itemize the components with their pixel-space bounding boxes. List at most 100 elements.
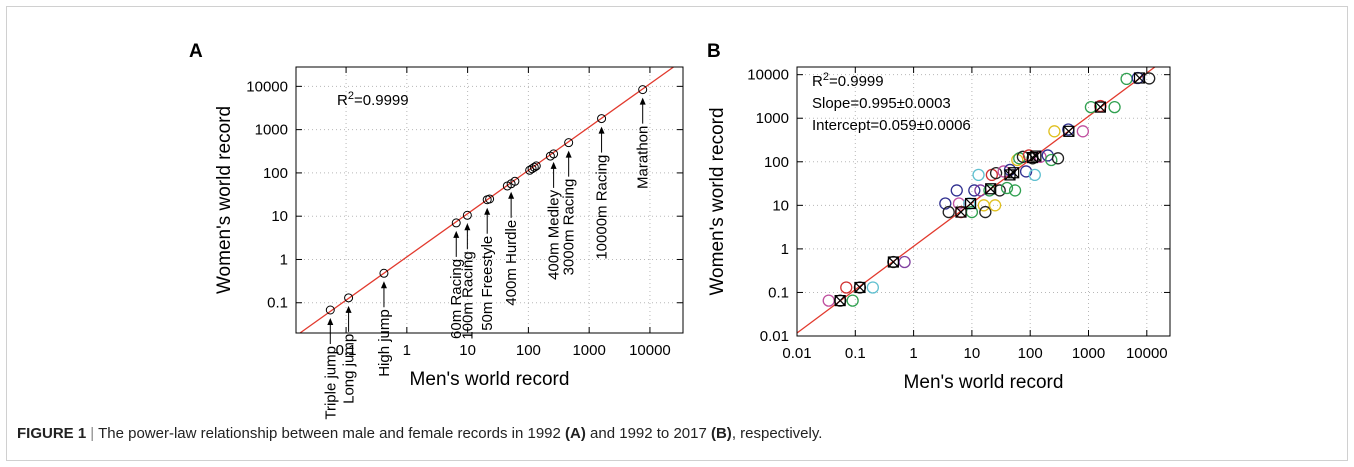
event-arrowhead bbox=[327, 317, 334, 325]
event-label: 10000m Racing bbox=[594, 155, 611, 260]
data-point bbox=[1045, 153, 1058, 167]
panel-a: A Triple jump Long jump High jump 60m Racin… bbox=[189, 41, 684, 420]
crossed-point-box bbox=[1063, 125, 1075, 137]
data-point bbox=[846, 294, 859, 307]
data-point bbox=[379, 268, 389, 278]
caption-text-middle: and 1992 to 2017 bbox=[590, 425, 707, 442]
annotation-line: R2=0.9999 bbox=[812, 71, 884, 90]
panel-a-r-squared: R2=0.9999 bbox=[337, 90, 409, 109]
event-annotation: 400m Hurdle bbox=[503, 191, 520, 306]
event-label: Long jump bbox=[341, 334, 358, 404]
event-label: 100m Racing bbox=[459, 251, 476, 339]
event-label: 50m Freestyle bbox=[479, 236, 496, 331]
panel-a-plot-frame bbox=[295, 66, 684, 334]
data-point bbox=[989, 166, 1003, 180]
panel-a-ticks: 0.1 1 10 100 1000 10000 0.1 1 10 100 1000 10000 bbox=[246, 67, 683, 359]
y-tick-label: 10 bbox=[772, 197, 789, 214]
data-point bbox=[972, 168, 985, 182]
annotation-line: Intercept=0.059±0.0006 bbox=[812, 117, 971, 134]
crossed-point-diag bbox=[887, 256, 899, 268]
panel-b-crossed-points bbox=[834, 72, 1146, 307]
data-point bbox=[1016, 150, 1030, 163]
data-point bbox=[485, 194, 495, 204]
x-tick-label: 1 bbox=[403, 342, 411, 359]
panel-a-letter: A bbox=[189, 41, 203, 62]
figure-label: FIGURE 1 bbox=[17, 425, 87, 442]
caption-text-before-a: The power-law relationship between male … bbox=[98, 425, 561, 442]
crossed-point bbox=[854, 281, 866, 294]
crossed-point-diag bbox=[1004, 169, 1016, 181]
crossed-point-diag bbox=[1027, 152, 1039, 163]
crossed-point-box bbox=[985, 183, 997, 195]
data-point bbox=[549, 149, 559, 159]
y-tick-label: 1 bbox=[781, 241, 789, 258]
data-point bbox=[1084, 100, 1098, 114]
event-annotation: 10000m Racing bbox=[594, 126, 611, 260]
crossed-point-diag bbox=[1094, 101, 1106, 113]
crossed-point bbox=[1008, 167, 1020, 179]
event-label: 3000m Racing bbox=[561, 179, 578, 276]
data-point bbox=[968, 184, 981, 197]
caption-panel-a-ref: (A) bbox=[565, 425, 586, 442]
crossed-point-box bbox=[1094, 101, 1107, 113]
crossed-point-diag bbox=[965, 198, 977, 209]
data-point bbox=[344, 293, 354, 303]
event-arrowhead bbox=[464, 223, 471, 231]
figure-caption: FIGURE 1 | The power-law relationship betw… bbox=[17, 425, 1337, 442]
data-point bbox=[531, 161, 541, 171]
x-tick-label: 10 bbox=[459, 342, 476, 359]
y-tick-label: 0.1 bbox=[768, 284, 789, 301]
data-point bbox=[1000, 181, 1014, 195]
x-tick-label: 0.01 bbox=[782, 345, 811, 362]
crossed-point-diag bbox=[955, 206, 967, 218]
data-point bbox=[1076, 125, 1090, 138]
event-label: Marathon bbox=[635, 126, 652, 189]
annotation-line: Slope=0.995±0.0003 bbox=[812, 95, 951, 112]
event-label: 400m Medley bbox=[546, 189, 563, 280]
event-arrowhead bbox=[639, 97, 646, 105]
y-tick-label: 10000 bbox=[246, 78, 288, 95]
data-point bbox=[840, 281, 853, 294]
crossed-point-box bbox=[834, 294, 846, 307]
crossed-point-box bbox=[1008, 167, 1020, 179]
crossed-point-diag bbox=[985, 183, 997, 195]
crossed-point-box bbox=[955, 206, 967, 218]
panel-b-y-axis-title: Women's world record bbox=[707, 107, 728, 295]
panel-b-letter: B bbox=[707, 41, 721, 62]
data-point bbox=[983, 184, 996, 197]
crossed-point bbox=[965, 197, 977, 210]
panel-a-grid bbox=[296, 67, 683, 333]
event-annotation: Marathon bbox=[635, 97, 652, 189]
data-point bbox=[451, 218, 461, 228]
event-arrowhead bbox=[380, 281, 387, 289]
panel-a-points bbox=[325, 85, 648, 315]
data-point bbox=[1143, 72, 1156, 85]
event-annotation: Long jump bbox=[341, 305, 358, 404]
x-tick-label: 1000 bbox=[1072, 345, 1105, 362]
data-point bbox=[529, 162, 539, 172]
data-point bbox=[510, 176, 520, 186]
data-point bbox=[950, 184, 963, 197]
caption-separator: | bbox=[90, 425, 95, 442]
event-annotation: 100m Racing bbox=[459, 223, 476, 340]
x-tick-label: 10000 bbox=[1126, 345, 1168, 362]
event-annotation: 400m Medley bbox=[546, 161, 563, 280]
event-arrowhead bbox=[598, 126, 605, 134]
event-label: High jump bbox=[376, 309, 393, 377]
data-point bbox=[325, 305, 335, 315]
x-tick-label: 10000 bbox=[629, 342, 671, 359]
y-tick-label: 100 bbox=[764, 154, 789, 171]
x-tick-label: 0.1 bbox=[845, 345, 866, 362]
event-label: 400m Hurdle bbox=[503, 220, 520, 306]
event-annotation: 3000m Racing bbox=[561, 150, 578, 276]
x-tick-label: 10 bbox=[964, 345, 981, 362]
event-annotation: High jump bbox=[376, 281, 393, 377]
crossed-point-box bbox=[1030, 150, 1042, 162]
x-tick-label: 100 bbox=[516, 342, 541, 359]
crossed-point-box bbox=[965, 197, 977, 210]
x-tick-label: 1000 bbox=[572, 342, 605, 359]
data-point bbox=[988, 199, 1002, 212]
data-point bbox=[952, 197, 966, 210]
